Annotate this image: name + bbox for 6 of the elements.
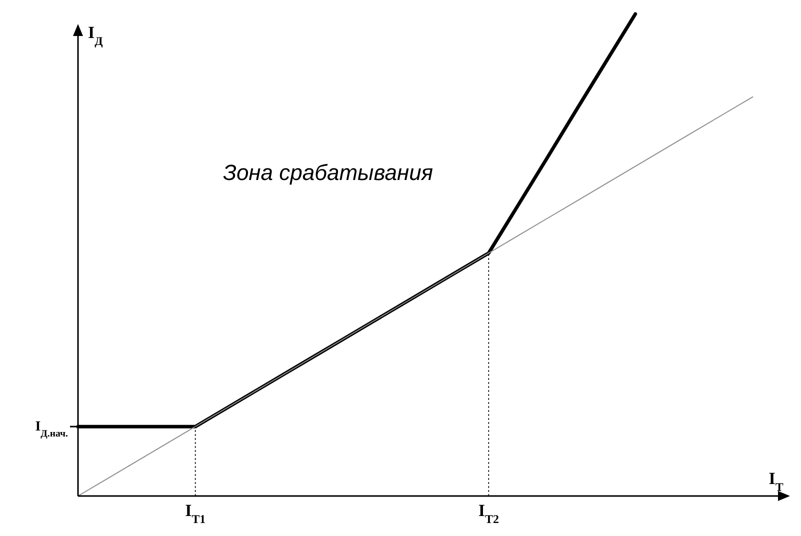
x-tick-label: I$_{Т2}$ [478,501,499,526]
x-axis-title: I$_{Т}$ [768,469,784,494]
annotation: Зона срабатывания [222,160,434,185]
x-tick-label: I$_{Т1}$ [185,501,206,526]
y-axis-title: I$_{Д}$ [88,23,104,48]
ref-line-label: I$_{Д.нач.}$ [35,420,69,440]
